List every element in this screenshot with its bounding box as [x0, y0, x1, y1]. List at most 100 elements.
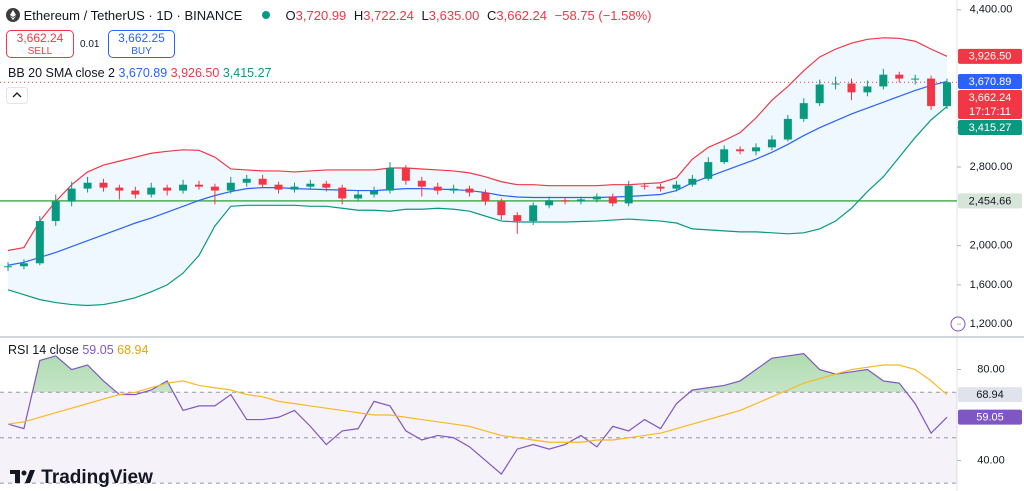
candle-body [799, 103, 808, 119]
branding-logo [10, 470, 35, 483]
candle-body [783, 118, 792, 140]
series-line [7, 80, 948, 266]
candle-body [19, 263, 28, 267]
series-line [7, 106, 948, 307]
symbol-logo [6, 8, 20, 22]
candle-body [322, 183, 331, 188]
candle-body [67, 188, 76, 202]
candle-body [210, 186, 219, 191]
status-dot [261, 11, 270, 19]
ohlc-key: C [487, 8, 497, 23]
candle-body [895, 74, 904, 79]
candle-body [640, 185, 649, 187]
candle-body [433, 186, 442, 191]
y-tick-label: 40.00 [977, 454, 1005, 466]
price-badge [958, 119, 1022, 135]
ohlc-key: H [353, 8, 364, 23]
sell-label: SELL [27, 46, 53, 57]
candle-body [449, 188, 458, 191]
candle-body [35, 221, 44, 264]
price-badge-label: 3,670.89 [969, 76, 1012, 88]
price-badge [958, 89, 1022, 119]
spread: 0.01 [80, 39, 100, 50]
collapse-button[interactable] [6, 87, 28, 104]
price-badge [958, 409, 1022, 425]
overbought-fill [32, 353, 907, 393]
candle-body [576, 199, 585, 202]
candle-body [879, 74, 888, 87]
ohlc-value: 3,722.24 [363, 8, 414, 23]
indicator-value: 59.05 [82, 343, 114, 357]
candle-body [656, 186, 665, 189]
price-badge [958, 73, 1022, 89]
candle-body [338, 187, 347, 199]
candle-body [481, 192, 490, 202]
candle-body [131, 190, 140, 195]
candle-body [4, 266, 12, 268]
branding-name: TradingView [41, 467, 153, 488]
candle-body [370, 190, 379, 195]
candle-body [767, 139, 776, 148]
price-badge-label: 59.05 [976, 412, 1004, 424]
price-badge-label: 3,926.50 [969, 51, 1012, 63]
candle-body [115, 187, 124, 191]
buy-button[interactable]: 3,662.25 BUY [108, 30, 175, 58]
candle-body [608, 196, 617, 204]
y-tick-label: 2,000.00 [970, 240, 1013, 252]
indicator-value: 68.94 [117, 343, 149, 357]
price-badge [958, 193, 1022, 209]
candle-body [688, 178, 697, 185]
candle-body [513, 215, 522, 222]
series-line [7, 352, 948, 475]
buy-price: 3,662.25 [118, 31, 165, 45]
price-change: −58.75 (−1.58%) [554, 8, 652, 23]
candle-body [401, 167, 410, 181]
price-badge-label: 68.94 [976, 389, 1004, 401]
candle-body [99, 182, 108, 188]
candle-body [179, 184, 188, 191]
y-tick-label: 80.00 [977, 363, 1005, 375]
candle-body [831, 83, 840, 85]
price-badge [958, 387, 1022, 403]
candle-body [385, 167, 394, 191]
candle-body [147, 187, 156, 195]
candle-body [704, 162, 713, 179]
candle-body [417, 180, 426, 187]
ohlc-value: 3,635.00 [428, 8, 480, 23]
candle-body [258, 178, 267, 185]
candle-body [226, 182, 235, 191]
countdown-label: 17:17:11 [969, 106, 1011, 118]
candle-body [943, 82, 951, 107]
series-line [7, 364, 948, 443]
rsi-zone-fill [0, 392, 957, 484]
y-tick-label: 1,200.00 [970, 318, 1013, 330]
price-badge-label: 2,454.66 [969, 195, 1012, 207]
ohlc-key: L [421, 8, 429, 23]
candle-body [465, 188, 474, 193]
ohlc-value: 3,662.24 [496, 8, 547, 23]
symbol-name[interactable]: Ethereum / TetherUS · 1D · BINANCE [23, 8, 243, 23]
candle-body [847, 83, 856, 93]
candle-body [194, 184, 203, 187]
candle-body [274, 184, 283, 190]
buy-label: BUY [131, 46, 152, 57]
branding[interactable]: TradingView [10, 467, 153, 489]
candle-body [752, 147, 761, 152]
candle-body [815, 84, 824, 104]
indicator-value: 3,670.89 [118, 66, 168, 80]
indicator-title: BB 20 SMA close 2 [8, 66, 116, 80]
candle-body [736, 149, 745, 152]
candle-body [863, 86, 872, 93]
indicator-value: 3,926.50 [170, 66, 220, 80]
series-line [7, 37, 948, 252]
candle-body [306, 183, 315, 187]
price-badge-label: 3,662.24 [969, 92, 1012, 104]
sell-price: 3,662.24 [16, 31, 64, 45]
candle-body [672, 184, 681, 189]
candle-body [529, 205, 538, 222]
sell-button[interactable]: 3,662.24 SELL [6, 30, 74, 58]
bb-legend[interactable]: BB 20 SMA close 2 3,670.89 3,926.50 3,41… [8, 66, 271, 80]
bb-band-fill [8, 37, 947, 306]
rsi-legend[interactable]: RSI 14 close 59.05 68.94 [8, 343, 148, 357]
